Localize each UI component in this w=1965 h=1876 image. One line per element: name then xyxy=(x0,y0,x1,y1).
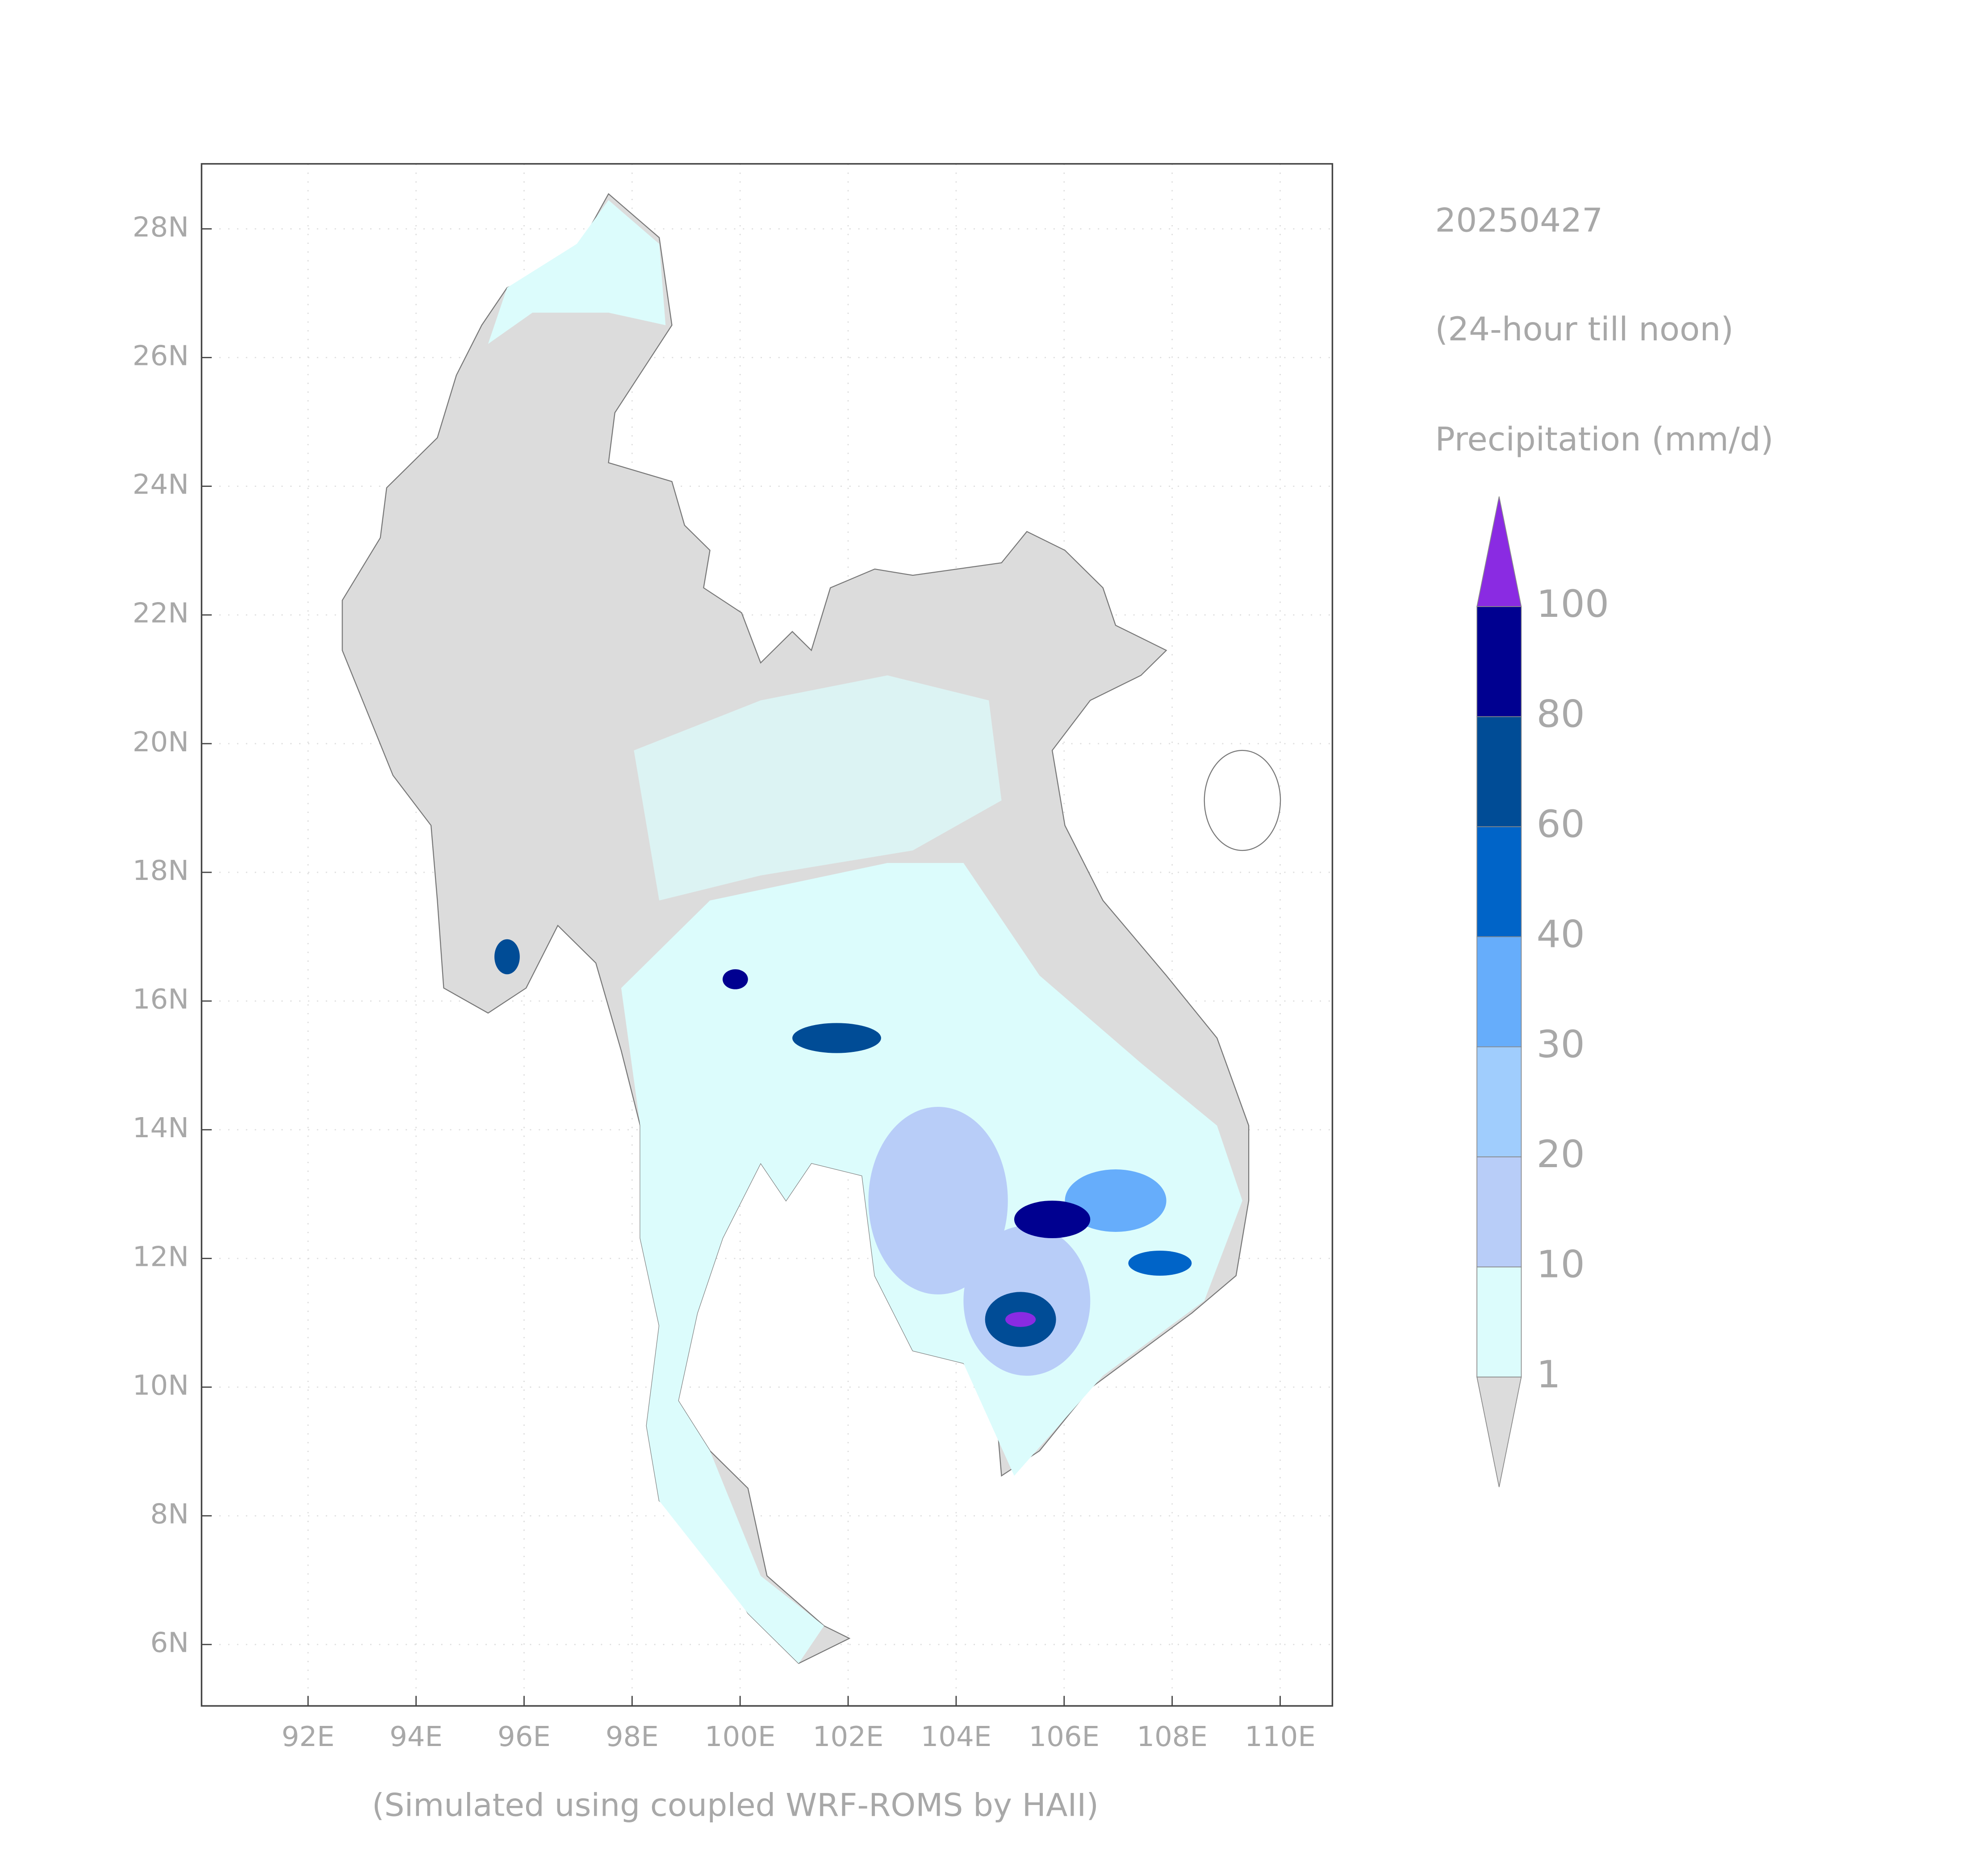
colorbar-label: 60 xyxy=(1537,802,1585,846)
lat-label: 18N xyxy=(133,854,189,887)
lon-label: 102E xyxy=(813,1720,884,1753)
map-frame xyxy=(201,163,1334,1707)
lon-label: 108E xyxy=(1137,1720,1208,1753)
variable: Precipitation (mm/d) xyxy=(1435,421,1773,458)
colorbar-under xyxy=(1476,1376,1522,1487)
lat-label: 28N xyxy=(133,211,189,243)
rain-area-heavy xyxy=(1065,1169,1166,1232)
rain-area-north xyxy=(488,200,666,344)
lat-label: 8N xyxy=(151,1498,189,1530)
lon-label: 106E xyxy=(1028,1720,1100,1753)
lat-label: 26N xyxy=(133,339,189,372)
lat-label: 14N xyxy=(133,1112,189,1144)
lon-label: 92E xyxy=(281,1720,334,1753)
lon-label: 110E xyxy=(1245,1720,1316,1753)
colorbar: 1 10 20 30 40 60 80 100 xyxy=(1476,496,1610,1487)
lat-label: 24N xyxy=(133,468,189,501)
colorbar-label: 20 xyxy=(1537,1132,1585,1176)
lat-label: 10N xyxy=(133,1369,189,1402)
lat-label: 6N xyxy=(151,1626,189,1659)
colorbar-label: 40 xyxy=(1537,912,1585,956)
colorbar-segment xyxy=(1476,936,1522,1047)
lat-label: 16N xyxy=(133,983,189,1015)
colorbar-over xyxy=(1476,496,1522,607)
rain-area-very-heavy xyxy=(494,939,520,975)
lon-label: 98E xyxy=(606,1720,659,1753)
labels: 20250427 (24-hour till noon) Precipitati… xyxy=(372,202,1773,1824)
rain-area-moderate xyxy=(868,1107,1008,1294)
rain-area-very-heavy xyxy=(1014,1201,1091,1238)
lat-label: 20N xyxy=(133,725,189,758)
colorbar-label: 10 xyxy=(1537,1242,1585,1286)
lon-label: 100E xyxy=(705,1720,776,1753)
rain-area-very-heavy xyxy=(723,969,748,989)
rain-area-laos xyxy=(634,675,1002,900)
lon-label: 96E xyxy=(498,1720,551,1753)
footnote: (Simulated using coupled WRF-ROMS by HAI… xyxy=(372,1787,1099,1823)
colorbar-segment xyxy=(1476,606,1522,717)
colorbar-segment xyxy=(1476,1046,1522,1157)
colorbar-segment xyxy=(1476,1266,1522,1378)
island xyxy=(1204,750,1281,851)
colorbar-label: 1 xyxy=(1537,1353,1561,1396)
date: 20250427 xyxy=(1435,202,1603,239)
lon-label: 94E xyxy=(389,1720,443,1753)
colorbar-label: 80 xyxy=(1537,692,1585,736)
lat-label: 22N xyxy=(133,597,189,629)
rain-area-extreme xyxy=(1005,1312,1036,1327)
period: (24-hour till noon) xyxy=(1435,310,1733,348)
colorbar-segment xyxy=(1476,716,1522,827)
rain-area-very-heavy xyxy=(792,1023,881,1053)
colorbar-label: 30 xyxy=(1537,1022,1585,1066)
colorbar-label: 100 xyxy=(1537,582,1610,626)
rain-area-heavy xyxy=(1128,1251,1192,1276)
colorbar-segment xyxy=(1476,826,1522,938)
colorbar-segment xyxy=(1476,1156,1522,1268)
lat-label: 12N xyxy=(133,1240,189,1273)
lon-label: 104E xyxy=(921,1720,992,1753)
